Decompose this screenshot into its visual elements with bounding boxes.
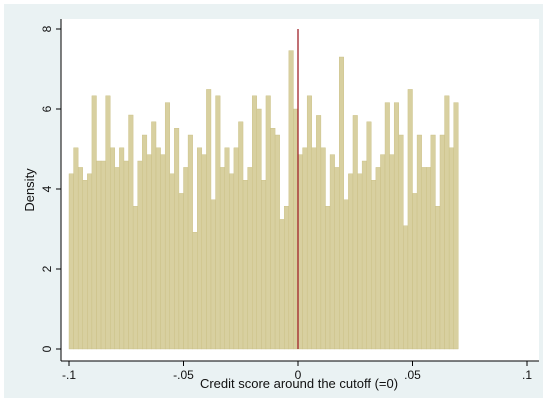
histogram-bar <box>284 206 289 349</box>
histogram-bar <box>417 135 422 349</box>
histogram-bar <box>101 161 106 349</box>
histogram-bar <box>179 193 184 349</box>
histogram-bar <box>147 155 152 349</box>
histogram-bar <box>92 96 97 349</box>
histogram-bar <box>422 167 427 349</box>
histogram-bar <box>307 96 312 349</box>
histogram-bar <box>206 89 211 349</box>
histogram-bar <box>170 174 175 349</box>
y-tick-label: 8 <box>40 25 54 32</box>
histogram-bar <box>339 57 344 349</box>
histogram-bar <box>440 135 445 349</box>
histogram-bar <box>261 180 266 349</box>
x-tick-label: .05 <box>404 368 421 382</box>
histogram-bar <box>133 206 138 349</box>
y-axis-ticks: 0 2 4 6 8 <box>40 25 61 352</box>
histogram-bar <box>129 115 134 349</box>
histogram-bar <box>106 96 111 349</box>
histogram-bar <box>303 148 308 349</box>
histogram-bar <box>257 109 262 349</box>
histogram-bar <box>211 200 216 349</box>
y-tick-label: 0 <box>40 345 54 352</box>
histogram-bar <box>449 148 454 349</box>
histogram-bar <box>229 174 234 349</box>
histogram-bar <box>358 174 363 349</box>
histogram-bar <box>298 155 303 349</box>
histogram-bar <box>435 206 440 349</box>
histogram-bar <box>408 89 413 349</box>
histogram-bar <box>275 135 280 349</box>
histogram-bar <box>403 226 408 349</box>
histogram-bar <box>454 103 459 349</box>
histogram-bar <box>376 167 381 349</box>
histogram-bar <box>289 51 294 349</box>
histogram-bar <box>142 135 147 349</box>
histogram-bar <box>69 174 74 349</box>
y-tick-label: 2 <box>40 265 54 272</box>
histogram-bar <box>243 180 248 349</box>
y-axis-title: Density <box>22 168 37 212</box>
y-tick-label: 4 <box>40 185 54 192</box>
histogram-bar <box>399 135 404 349</box>
histogram-bar <box>394 103 399 349</box>
histogram-bar <box>380 155 385 349</box>
histogram-bar <box>96 161 101 349</box>
histogram-bar <box>413 193 418 349</box>
histogram-bar <box>110 148 115 349</box>
histogram-bar <box>156 148 161 349</box>
histogram-bar <box>115 167 120 349</box>
histogram-bar <box>293 109 298 349</box>
histogram-bar <box>335 167 340 349</box>
histogram-bar <box>321 148 326 349</box>
histogram-bar <box>330 155 335 349</box>
histogram-bar <box>445 96 450 349</box>
histogram-bar <box>371 180 376 349</box>
histogram-bar <box>188 135 193 349</box>
histogram-bar <box>325 206 330 349</box>
histogram-bar <box>367 122 372 349</box>
histogram-bar <box>312 148 317 349</box>
histogram-bar <box>362 161 367 349</box>
x-tick-label: -.1 <box>62 368 76 382</box>
histogram-bar <box>271 128 276 349</box>
y-tick-label: 6 <box>40 105 54 112</box>
histogram-bar <box>124 161 129 349</box>
x-axis-title: Credit score around the cutoff (=0) <box>200 376 398 391</box>
x-tick-label: -.05 <box>173 368 194 382</box>
histogram-bar <box>252 96 257 349</box>
histogram-bar <box>174 128 179 349</box>
chart-frame: 0 2 4 6 8 -.1 -.05 0 .05 .1 Density Credit score… <box>4 4 543 398</box>
histogram-bar <box>426 167 431 349</box>
density-histogram: 0 2 4 6 8 -.1 -.05 0 .05 .1 Density Credit score… <box>4 4 543 398</box>
histogram-bar <box>151 122 156 349</box>
histogram-bar <box>220 167 225 349</box>
histogram-bar <box>266 96 271 349</box>
x-tick-label: .1 <box>522 368 532 382</box>
histogram-bar <box>119 148 124 349</box>
histogram-bar <box>83 180 88 349</box>
histogram-bar <box>165 103 170 349</box>
histogram-bar <box>197 148 202 349</box>
histogram-bar <box>225 148 230 349</box>
histogram-bar <box>316 115 321 349</box>
histogram-bar <box>193 232 198 349</box>
histogram-bar <box>78 167 83 349</box>
histogram-bar <box>431 135 436 349</box>
histogram-bar <box>87 174 92 349</box>
histogram-bar <box>344 200 349 349</box>
histogram-bar <box>138 161 143 349</box>
histogram-bar <box>385 103 390 349</box>
histogram-bar <box>216 96 221 349</box>
histogram-bar <box>234 148 239 349</box>
histogram-bar <box>390 155 395 349</box>
histogram-bar <box>161 155 166 349</box>
histogram-bar <box>248 167 253 349</box>
histogram-bar <box>202 155 207 349</box>
histogram-bar <box>280 219 285 349</box>
histogram-bar <box>238 122 243 349</box>
histogram-bar <box>348 174 353 349</box>
histogram-bar <box>74 148 79 349</box>
histogram-bar <box>353 115 358 349</box>
histogram-bar <box>184 167 189 349</box>
